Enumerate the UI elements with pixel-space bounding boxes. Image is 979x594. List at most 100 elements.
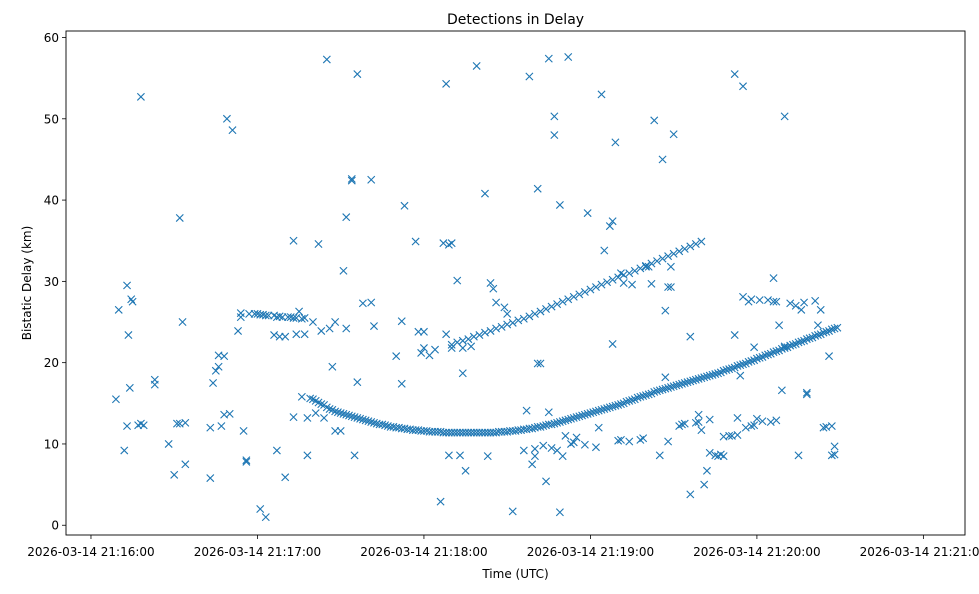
data-point <box>239 426 248 435</box>
x-axis-ticks: 2026-03-14 21:16:00 2026-03-14 21:17:00 20… <box>27 535 979 559</box>
data-point <box>575 412 584 421</box>
data-point <box>586 409 595 418</box>
data-point <box>827 325 836 334</box>
data-point <box>456 451 464 460</box>
data-point <box>689 376 698 385</box>
data-point <box>314 239 323 248</box>
data-point <box>123 422 132 431</box>
data-point <box>469 332 478 341</box>
data-point <box>769 297 778 306</box>
chart-title: Detections in Delay <box>447 12 584 28</box>
data-point <box>705 415 714 424</box>
x-tick-label: 2026-03-14 21:17:00 <box>194 545 321 559</box>
data-point <box>261 311 270 320</box>
data-point <box>317 400 326 409</box>
data-point <box>550 131 559 140</box>
data-point <box>342 213 351 222</box>
data-point <box>342 324 351 333</box>
data-point <box>281 332 290 341</box>
data-point <box>686 332 695 341</box>
data-point <box>750 343 759 352</box>
data-point <box>544 54 553 63</box>
data-point <box>775 321 784 330</box>
data-point <box>444 451 453 460</box>
data-point <box>675 247 684 256</box>
data-point <box>639 392 648 400</box>
data-point <box>458 336 467 345</box>
data-point <box>714 369 723 378</box>
data-point <box>827 451 836 460</box>
data-point <box>611 401 620 410</box>
data-point <box>170 470 179 479</box>
data-point <box>755 353 764 362</box>
data-point <box>677 420 686 429</box>
plot-background <box>66 31 965 535</box>
data-point <box>292 330 301 339</box>
data-point <box>669 249 678 258</box>
data-point <box>358 299 367 308</box>
data-point <box>317 326 326 335</box>
data-point <box>539 441 548 450</box>
data-point <box>472 61 481 70</box>
data-point <box>719 366 728 375</box>
data-point <box>542 477 551 486</box>
data-point <box>752 354 761 363</box>
y-axis-label: Bistatic Delay (km) <box>20 226 34 341</box>
data-point <box>261 513 270 522</box>
data-point <box>630 266 639 275</box>
data-point <box>311 409 320 418</box>
data-point <box>325 405 334 413</box>
data-point <box>555 508 564 517</box>
data-point <box>650 116 659 125</box>
data-point <box>733 361 742 370</box>
data-point <box>594 423 603 432</box>
data-point <box>611 138 620 147</box>
data-point <box>475 331 484 340</box>
data-point <box>641 391 650 400</box>
data-point <box>411 237 420 246</box>
data-point <box>777 344 786 353</box>
data-point <box>300 330 309 339</box>
data-point <box>492 324 501 333</box>
data-point <box>589 408 598 417</box>
x-tick-label: 2026-03-14 21:20:00 <box>693 545 820 559</box>
data-point <box>664 252 673 261</box>
data-point <box>780 344 789 353</box>
data-point <box>533 359 542 368</box>
data-point <box>616 435 625 444</box>
data-point <box>561 416 570 425</box>
data-point <box>217 422 226 431</box>
data-point <box>486 326 495 335</box>
data-point <box>580 410 589 419</box>
data-point <box>453 276 462 285</box>
data-point <box>480 328 489 337</box>
data-point <box>431 345 440 354</box>
data-point <box>303 451 312 460</box>
data-point <box>816 305 825 314</box>
data-point <box>636 264 645 273</box>
data-point <box>181 418 190 427</box>
data-point <box>811 331 820 340</box>
data-point <box>741 423 750 432</box>
data-point <box>367 175 376 184</box>
data-point <box>669 382 678 391</box>
data-point <box>530 309 539 318</box>
data-point <box>289 313 298 322</box>
data-point <box>752 414 761 423</box>
data-point <box>661 306 670 315</box>
data-point <box>591 407 600 416</box>
data-point <box>242 457 251 466</box>
data-point <box>600 246 609 255</box>
data-point <box>236 313 245 322</box>
data-point <box>628 280 637 289</box>
data-point <box>123 281 132 290</box>
data-point <box>555 418 564 426</box>
data-point <box>705 371 714 380</box>
data-point <box>297 392 306 401</box>
data-point <box>378 420 387 429</box>
data-point <box>697 426 706 435</box>
data-point <box>802 390 811 399</box>
data-point <box>744 357 753 366</box>
data-point <box>730 70 739 79</box>
data-point <box>788 340 797 349</box>
